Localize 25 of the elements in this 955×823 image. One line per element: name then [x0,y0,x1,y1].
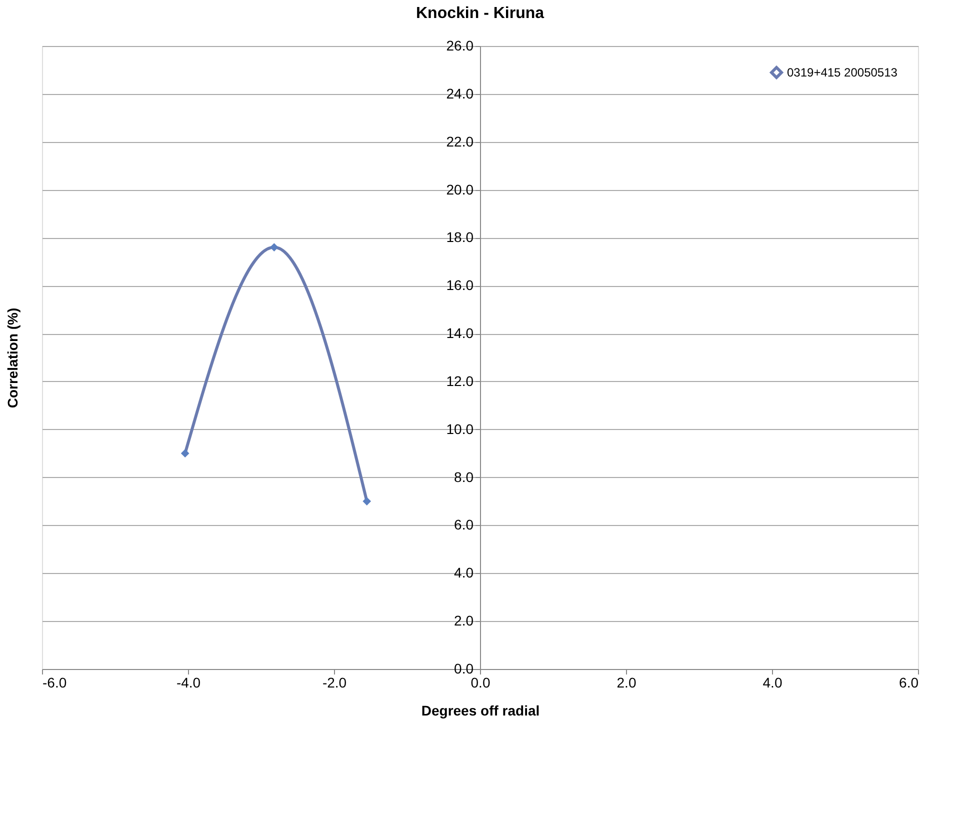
y-tick-label: 24.0 [446,85,474,102]
x-tick-label: 0.0 [470,674,490,690]
y-tick-label: 2.0 [454,612,474,629]
y-tick-label: 6.0 [454,516,474,533]
y-tick-label: 26.0 [446,38,474,54]
x-tick-label: -4.0 [176,674,201,690]
chart-title: Knockin - Kiruna [416,5,544,22]
y-tick-label: 10.0 [446,420,474,437]
y-tick-label: 12.0 [446,372,474,389]
y-tick-label: 0.0 [454,660,474,676]
x-tick-label: 4.0 [762,674,782,690]
y-tick-label: 20.0 [446,181,474,198]
x-tick-label: 2.0 [616,674,636,690]
x-axis-title: Degrees off radial [421,702,540,718]
y-tick-label: 22.0 [446,133,474,150]
y-tick-label: 8.0 [454,468,474,485]
x-tick-label: 6.0 [899,674,919,690]
x-tick-label: -2.0 [322,674,347,690]
legend-label: 0319+415 20050513 [787,66,898,80]
y-tick-label: 4.0 [454,564,474,581]
y-tick-label: 14.0 [446,325,474,342]
y-tick-label: 16.0 [446,277,474,294]
y-axis-title: Correlation (%) [4,308,20,408]
x-tick-label: -6.0 [42,674,67,690]
y-tick-label: 18.0 [446,229,474,246]
